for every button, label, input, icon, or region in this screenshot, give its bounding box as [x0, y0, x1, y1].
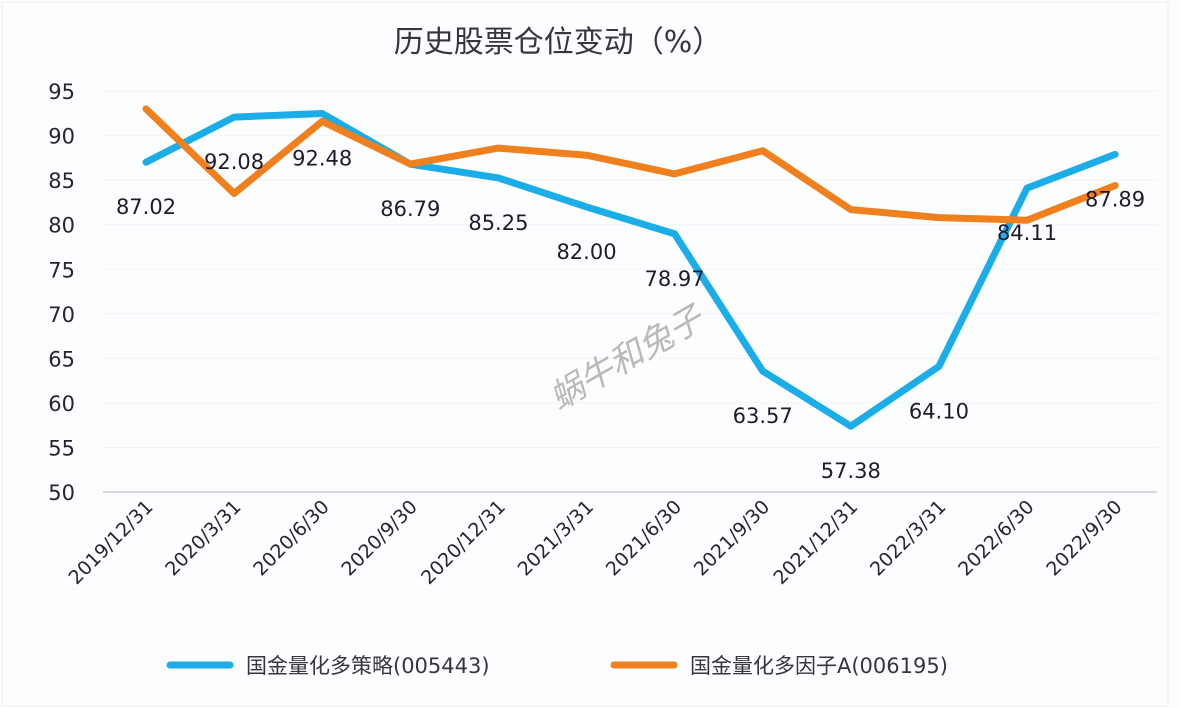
y-tick-label: 75 [48, 258, 75, 282]
data-label: 92.08 [204, 150, 264, 174]
y-tick-label: 60 [48, 392, 75, 416]
data-label: 84.11 [997, 221, 1057, 245]
y-tick-label: 80 [48, 214, 75, 238]
data-label: 63.57 [733, 404, 793, 428]
series-line-0 [142, 110, 1119, 430]
data-label: 78.97 [645, 267, 705, 291]
y-tick-label: 55 [48, 436, 75, 460]
y-axis: 95 90 85 80 75 70 65 60 55 50 [48, 80, 75, 505]
data-label: 92.48 [292, 147, 352, 171]
legend: 国金量化多策略(005443) 国金量化多因子A(006195) [166, 654, 948, 678]
y-tick-label: 95 [48, 80, 75, 104]
legend-label: 国金量化多因子A(006195) [690, 654, 948, 678]
data-label: 57.38 [821, 459, 881, 483]
y-tick-label: 70 [48, 303, 75, 327]
legend-item-1[interactable]: 国金量化多因子A(006195) [610, 654, 948, 678]
y-tick-label: 90 [48, 125, 75, 149]
data-label: 64.10 [909, 399, 969, 423]
data-label: 87.02 [116, 195, 176, 219]
y-tick-label: 65 [48, 347, 75, 371]
legend-label: 国金量化多策略(005443) [246, 654, 490, 678]
y-tick-label: 85 [48, 169, 75, 193]
series-line-1 [142, 105, 1119, 224]
series-lines [142, 105, 1119, 430]
y-tick-label: 50 [48, 481, 75, 505]
data-label: 82.00 [556, 240, 616, 264]
legend-item-0[interactable]: 国金量化多策略(005443) [166, 654, 490, 678]
data-label: 85.25 [468, 211, 528, 235]
chart-title: 历史股票仓位变动（%） [394, 25, 723, 60]
data-labels: 87.02 92.08 92.48 86.79 85.25 82.00 78.97 63.57… [116, 147, 1145, 484]
data-label: 87.89 [1085, 187, 1145, 211]
data-label: 86.79 [380, 197, 440, 221]
